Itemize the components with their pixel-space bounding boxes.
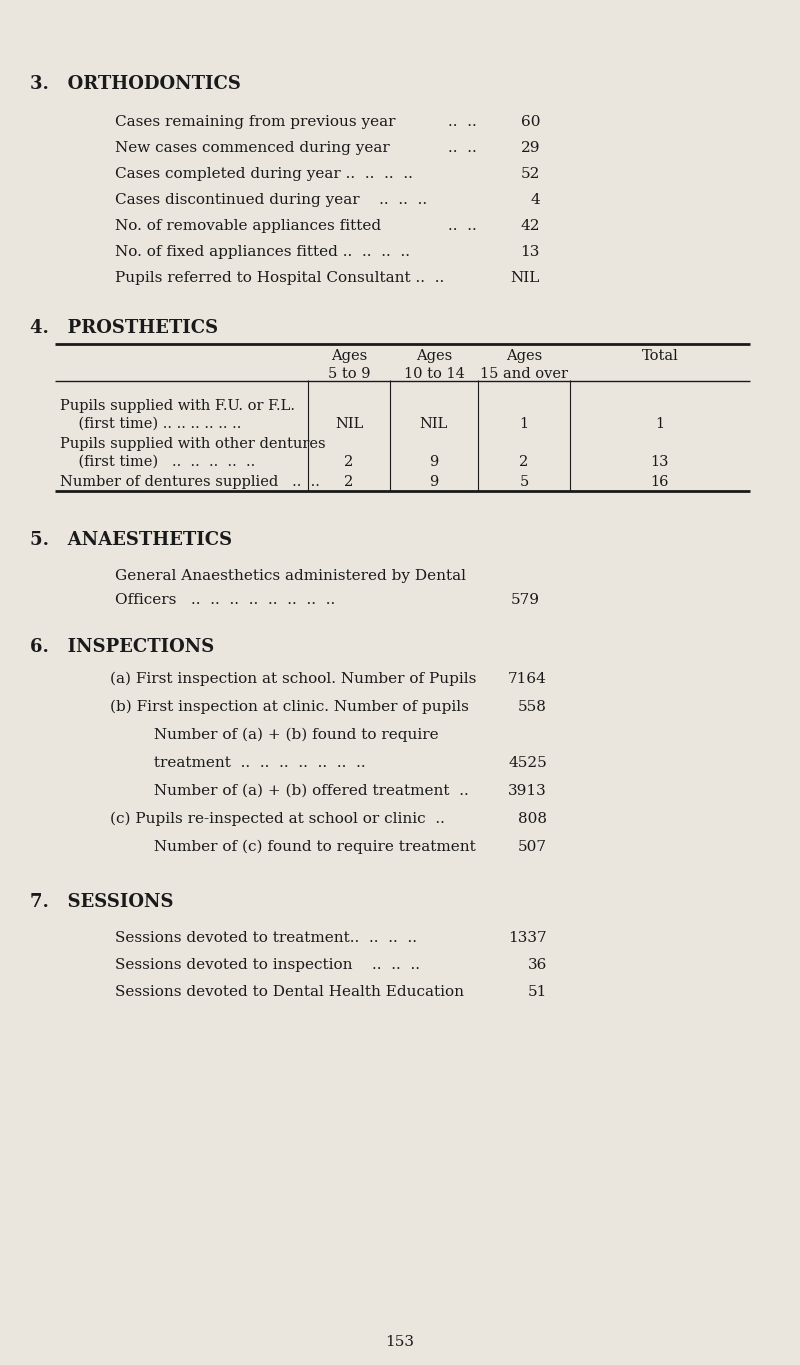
Text: 2: 2 xyxy=(344,475,354,489)
Text: (first time)   ..  ..  ..  ..  ..: (first time) .. .. .. .. .. xyxy=(60,455,255,470)
Text: ..  ..: .. .. xyxy=(448,115,477,130)
Text: 6.   INSPECTIONS: 6. INSPECTIONS xyxy=(30,637,214,657)
Text: (a) First inspection at school. Number of Pupils: (a) First inspection at school. Number o… xyxy=(110,672,476,687)
Text: (b) First inspection at clinic. Number of pupils: (b) First inspection at clinic. Number o… xyxy=(110,700,469,714)
Text: 16: 16 xyxy=(650,475,670,489)
Text: 1337: 1337 xyxy=(508,931,547,945)
Text: 2: 2 xyxy=(344,455,354,470)
Text: Pupils referred to Hospital Consultant ..  ..: Pupils referred to Hospital Consultant .… xyxy=(115,272,444,285)
Text: Sessions devoted to Dental Health Education: Sessions devoted to Dental Health Educat… xyxy=(115,986,464,999)
Text: ..  ..: .. .. xyxy=(448,218,477,233)
Text: Cases remaining from previous year: Cases remaining from previous year xyxy=(115,115,395,130)
Text: 52: 52 xyxy=(521,167,540,182)
Text: NIL: NIL xyxy=(335,416,363,431)
Text: NIL: NIL xyxy=(420,416,448,431)
Text: Ages: Ages xyxy=(331,349,367,363)
Text: 1: 1 xyxy=(655,416,665,431)
Text: General Anaesthetics administered by Dental: General Anaesthetics administered by Den… xyxy=(115,569,466,583)
Text: 42: 42 xyxy=(521,218,540,233)
Text: Pupils supplied with F.U. or F.L.: Pupils supplied with F.U. or F.L. xyxy=(60,399,295,414)
Text: No. of fixed appliances fitted ..  ..  ..  ..: No. of fixed appliances fitted .. .. .. … xyxy=(115,244,410,259)
Text: (first time) .. .. .. .. .. ..: (first time) .. .. .. .. .. .. xyxy=(60,416,242,431)
Text: 7164: 7164 xyxy=(508,672,547,687)
Text: 5.   ANAESTHETICS: 5. ANAESTHETICS xyxy=(30,531,232,549)
Text: 29: 29 xyxy=(521,141,540,156)
Text: 558: 558 xyxy=(518,700,547,714)
Text: 153: 153 xyxy=(386,1335,414,1349)
Text: New cases commenced during year: New cases commenced during year xyxy=(115,141,390,156)
Text: Total: Total xyxy=(642,349,678,363)
Text: 3913: 3913 xyxy=(508,784,547,799)
Text: 13: 13 xyxy=(521,244,540,259)
Text: 3.   ORTHODONTICS: 3. ORTHODONTICS xyxy=(30,75,241,93)
Text: 15 and over: 15 and over xyxy=(480,367,568,381)
Text: NIL: NIL xyxy=(510,272,540,285)
Text: 9: 9 xyxy=(430,455,438,470)
Text: 2: 2 xyxy=(519,455,529,470)
Text: 808: 808 xyxy=(518,812,547,826)
Text: 7.   SESSIONS: 7. SESSIONS xyxy=(30,893,174,910)
Text: 10 to 14: 10 to 14 xyxy=(403,367,465,381)
Text: Sessions devoted to treatment..  ..  ..  ..: Sessions devoted to treatment.. .. .. .. xyxy=(115,931,417,945)
Text: Ages: Ages xyxy=(416,349,452,363)
Text: 5: 5 xyxy=(519,475,529,489)
Text: 1: 1 xyxy=(519,416,529,431)
Text: (c) Pupils re-inspected at school or clinic  ..: (c) Pupils re-inspected at school or cli… xyxy=(110,812,445,826)
Text: 13: 13 xyxy=(650,455,670,470)
Text: Number of dentures supplied   ..  ..: Number of dentures supplied .. .. xyxy=(60,475,320,489)
Text: Officers   ..  ..  ..  ..  ..  ..  ..  ..: Officers .. .. .. .. .. .. .. .. xyxy=(115,592,335,607)
Text: Number of (a) + (b) offered treatment  ..: Number of (a) + (b) offered treatment .. xyxy=(110,784,469,799)
Text: 5 to 9: 5 to 9 xyxy=(328,367,370,381)
Text: ..  ..: .. .. xyxy=(448,141,477,156)
Text: Number of (a) + (b) found to require: Number of (a) + (b) found to require xyxy=(110,728,438,743)
Text: 579: 579 xyxy=(511,592,540,607)
Text: Ages: Ages xyxy=(506,349,542,363)
Text: 36: 36 xyxy=(528,958,547,972)
Text: 507: 507 xyxy=(518,839,547,854)
Text: Number of (c) found to require treatment: Number of (c) found to require treatment xyxy=(110,839,476,854)
Text: Cases completed during year ..  ..  ..  ..: Cases completed during year .. .. .. .. xyxy=(115,167,413,182)
Text: 4.   PROSTHETICS: 4. PROSTHETICS xyxy=(30,319,218,337)
Text: Cases discontinued during year    ..  ..  ..: Cases discontinued during year .. .. .. xyxy=(115,192,427,207)
Text: 51: 51 xyxy=(528,986,547,999)
Text: 4: 4 xyxy=(530,192,540,207)
Text: Pupils supplied with other dentures: Pupils supplied with other dentures xyxy=(60,437,326,450)
Text: Sessions devoted to inspection    ..  ..  ..: Sessions devoted to inspection .. .. .. xyxy=(115,958,420,972)
Text: 60: 60 xyxy=(521,115,540,130)
Text: 4525: 4525 xyxy=(508,756,547,770)
Text: treatment  ..  ..  ..  ..  ..  ..  ..: treatment .. .. .. .. .. .. .. xyxy=(110,756,366,770)
Text: 9: 9 xyxy=(430,475,438,489)
Text: No. of removable appliances fitted: No. of removable appliances fitted xyxy=(115,218,381,233)
